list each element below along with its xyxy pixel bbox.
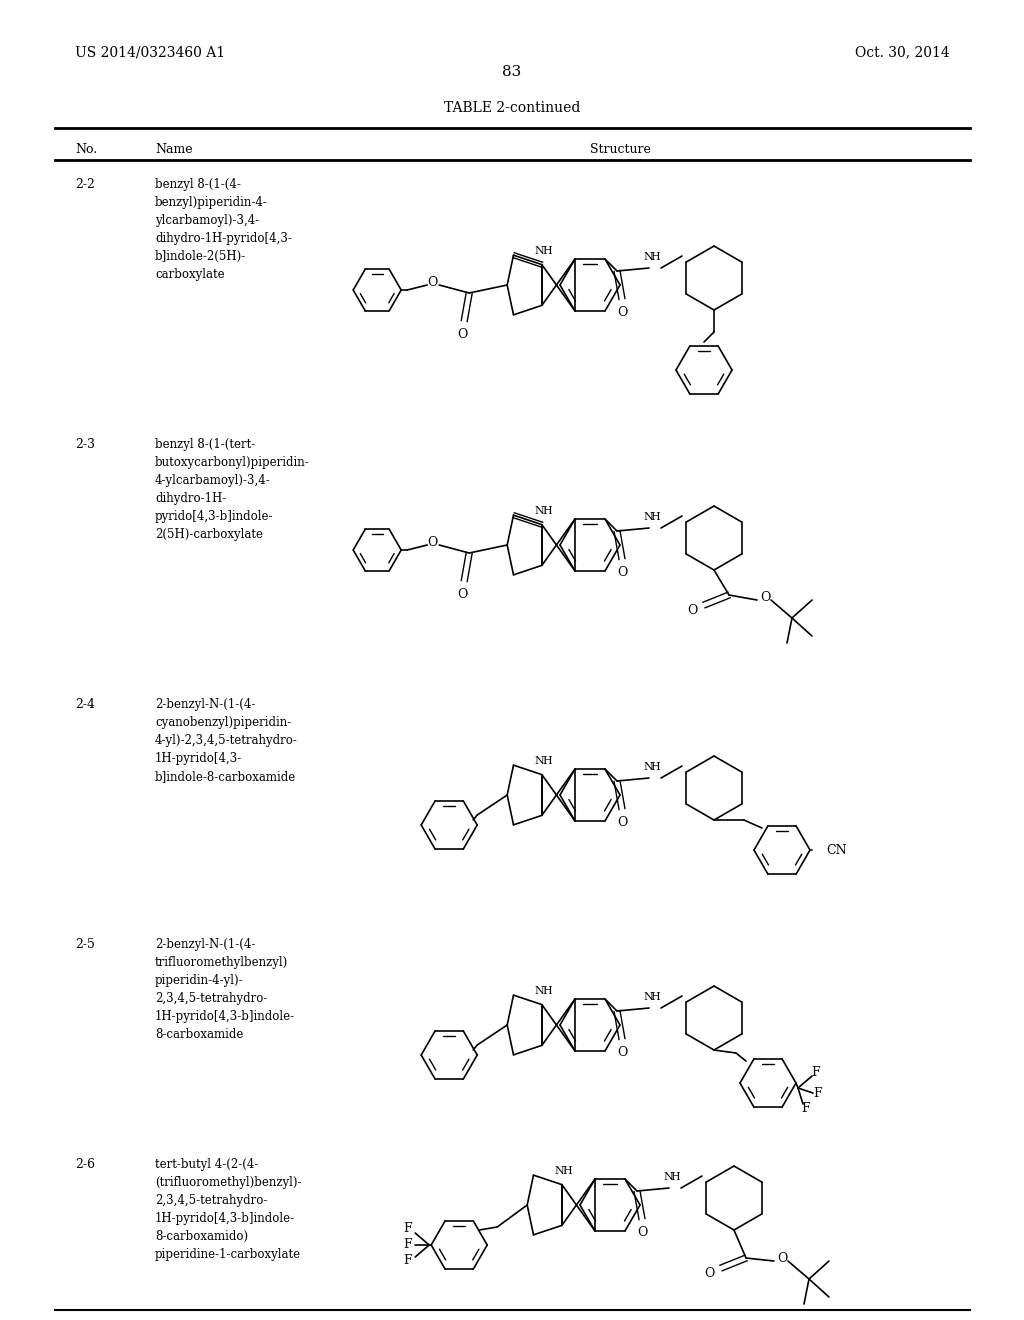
- Text: F: F: [814, 1086, 822, 1100]
- Text: O: O: [616, 816, 627, 829]
- Text: H: H: [542, 986, 552, 995]
- Text: US 2014/0323460 A1: US 2014/0323460 A1: [75, 45, 225, 59]
- Text: H: H: [650, 252, 659, 261]
- Text: TABLE 2-continued: TABLE 2-continued: [443, 102, 581, 115]
- Text: N: N: [554, 1166, 564, 1176]
- Text: O: O: [777, 1251, 787, 1265]
- Text: O: O: [616, 565, 627, 578]
- Text: Oct. 30, 2014: Oct. 30, 2014: [855, 45, 950, 59]
- Text: O: O: [703, 1266, 714, 1279]
- Text: H: H: [650, 762, 659, 772]
- Text: N: N: [643, 512, 653, 521]
- Text: O: O: [427, 536, 437, 549]
- Text: No.: No.: [75, 143, 97, 156]
- Text: N: N: [534, 755, 544, 766]
- Text: O: O: [687, 603, 697, 616]
- Text: N: N: [643, 993, 653, 1002]
- Text: O: O: [637, 1225, 647, 1238]
- Text: N: N: [534, 986, 544, 995]
- Text: N: N: [534, 506, 544, 516]
- Text: 2-3: 2-3: [75, 438, 95, 451]
- Text: O: O: [616, 1045, 627, 1059]
- Text: N: N: [534, 246, 544, 256]
- Text: F: F: [812, 1065, 820, 1078]
- Text: Name: Name: [155, 143, 193, 156]
- Text: F: F: [402, 1254, 412, 1267]
- Text: benzyl 8-(1-(4-
benzyl)piperidin-4-
ylcarbamoyl)-3,4-
dihydro-1H-pyrido[4,3-
b]i: benzyl 8-(1-(4- benzyl)piperidin-4- ylca…: [155, 178, 292, 281]
- Text: H: H: [542, 246, 552, 256]
- Text: Structure: Structure: [590, 143, 650, 156]
- Text: F: F: [402, 1238, 412, 1251]
- Text: O: O: [457, 587, 467, 601]
- Text: tert-butyl 4-(2-(4-
(trifluoromethyl)benzyl)-
2,3,4,5-tetrahydro-
1H-pyrido[4,3-: tert-butyl 4-(2-(4- (trifluoromethyl)ben…: [155, 1158, 301, 1261]
- Text: H: H: [650, 993, 659, 1002]
- Text: 2-6: 2-6: [75, 1158, 95, 1171]
- Text: 2-benzyl-N-(1-(4-
cyanobenzyl)piperidin-
4-yl)-2,3,4,5-tetrahydro-
1H-pyrido[4,3: 2-benzyl-N-(1-(4- cyanobenzyl)piperidin-…: [155, 698, 298, 783]
- Text: F: F: [402, 1222, 412, 1236]
- Text: N: N: [643, 762, 653, 772]
- Text: H: H: [650, 512, 659, 521]
- Text: 83: 83: [503, 65, 521, 79]
- Text: 2-benzyl-N-(1-(4-
trifluoromethylbenzyl)
piperidin-4-yl)-
2,3,4,5-tetrahydro-
1H: 2-benzyl-N-(1-(4- trifluoromethylbenzyl)…: [155, 939, 295, 1041]
- Text: H: H: [542, 506, 552, 516]
- Text: F: F: [802, 1101, 810, 1114]
- Text: O: O: [457, 327, 467, 341]
- Text: N: N: [643, 252, 653, 261]
- Text: H: H: [542, 755, 552, 766]
- Text: 2-4: 2-4: [75, 698, 95, 711]
- Text: benzyl 8-(1-(tert-
butoxycarbonyl)piperidin-
4-ylcarbamoyl)-3,4-
dihydro-1H-
pyr: benzyl 8-(1-(tert- butoxycarbonyl)piperi…: [155, 438, 309, 541]
- Text: 2-2: 2-2: [75, 178, 95, 191]
- Text: O: O: [616, 305, 627, 318]
- Text: 2-5: 2-5: [75, 939, 95, 950]
- Text: O: O: [427, 276, 437, 289]
- Text: CN: CN: [826, 843, 847, 857]
- Text: N: N: [664, 1172, 673, 1181]
- Text: H: H: [670, 1172, 680, 1181]
- Text: H: H: [562, 1166, 571, 1176]
- Text: O: O: [760, 590, 770, 603]
